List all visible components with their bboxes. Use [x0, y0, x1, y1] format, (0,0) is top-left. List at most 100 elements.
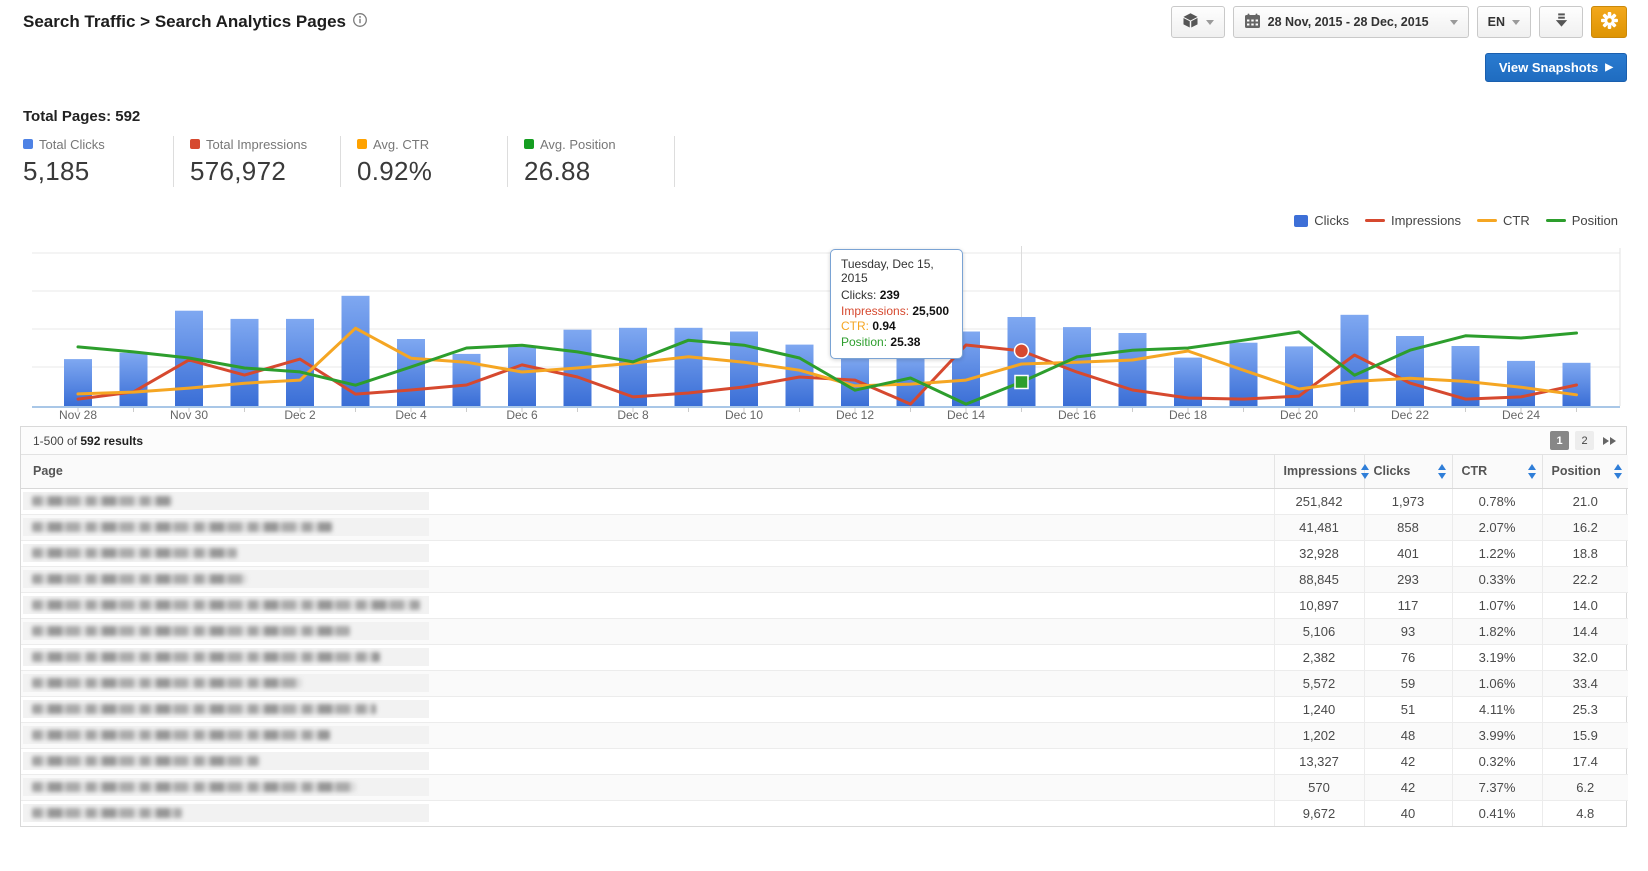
results-bar: 1-500 of 592 results 1 2	[21, 427, 1626, 455]
legend-item-position[interactable]: Position	[1545, 213, 1618, 228]
sort-arrows-icon[interactable]	[1614, 463, 1622, 479]
highlight-marker-impressions	[1013, 343, 1030, 359]
position-cell: 6.2	[1541, 774, 1628, 801]
bar-clicks[interactable]	[397, 339, 425, 406]
settings-button[interactable]	[1591, 6, 1627, 38]
column-header-page[interactable]: Page	[21, 455, 1274, 489]
ctr-cell: 3.99%	[1451, 722, 1542, 749]
view-snapshots-label: View Snapshots	[1498, 60, 1599, 75]
bar-clicks[interactable]	[1118, 333, 1147, 406]
bar-clicks[interactable]	[119, 352, 148, 406]
x-axis-label: Dec 4	[395, 408, 427, 422]
table-row: 570 42 7.37% 6.2	[21, 774, 1628, 801]
bar-clicks[interactable]	[508, 346, 536, 406]
clicks-cell: 51	[1363, 696, 1452, 723]
ctr-cell: 1.07%	[1451, 592, 1542, 619]
impressions-cell: 88,845	[1273, 566, 1364, 593]
highlight-marker-position	[1014, 374, 1029, 390]
x-axis-label: Nov 30	[170, 408, 208, 422]
column-header-impressions[interactable]: Impressions	[1273, 455, 1370, 489]
table-row: 251,842 1,973 0.78% 21.0	[21, 488, 1628, 515]
impressions-cell: 9,672	[1273, 800, 1364, 826]
page-url-redacted[interactable]	[21, 670, 1274, 697]
clicks-cell: 48	[1363, 722, 1452, 749]
impressions-cell: 251,842	[1273, 488, 1364, 515]
page-button-current[interactable]: 1	[1550, 431, 1569, 450]
chart-canvas[interactable]: Nov 28 Nov 30 Dec 2 Dec 4 Dec 6 Dec 8 Dec 10 De…	[20, 238, 1628, 429]
cube-icon	[1182, 12, 1199, 32]
page-url-redacted[interactable]	[21, 748, 1274, 775]
stat-total-clicks: Total Clicks 5,185	[23, 136, 105, 186]
page-url-redacted[interactable]	[21, 514, 1274, 541]
position-cell: 16.2	[1541, 514, 1628, 541]
x-axis-label: Dec 22	[1391, 408, 1429, 422]
product-picker-button[interactable]	[1170, 6, 1225, 38]
legend-item-clicks[interactable]: Clicks	[1294, 213, 1349, 228]
chevron-down-icon	[1205, 19, 1214, 25]
divider	[340, 136, 341, 187]
bar-clicks[interactable]	[1007, 317, 1036, 406]
series-line	[76, 326, 1578, 397]
page-url-redacted[interactable]	[21, 800, 1274, 826]
position-cell: 18.8	[1541, 540, 1628, 567]
info-icon[interactable]	[352, 12, 368, 33]
download-button[interactable]	[1539, 6, 1583, 38]
clicks-cell: 93	[1363, 618, 1452, 645]
fast-forward-icon[interactable]	[1603, 436, 1616, 445]
stat-avg-ctr: Avg. CTR 0.92%	[357, 136, 433, 186]
bar-clicks[interactable]	[1063, 327, 1091, 406]
language-label: EN	[1487, 15, 1505, 29]
column-header-position[interactable]: Position	[1541, 455, 1628, 489]
legend-item-ctr[interactable]: CTR	[1477, 213, 1530, 228]
legend-swatch	[1545, 219, 1566, 222]
page-button-2[interactable]: 2	[1575, 431, 1594, 450]
page-url-redacted[interactable]	[21, 592, 1274, 619]
traffic-chart[interactable]: Nov 28 Nov 30 Dec 2 Dec 4 Dec 6 Dec 8 Dec 10 De…	[20, 238, 1628, 424]
bar-clicks[interactable]	[230, 318, 259, 406]
language-selector[interactable]: EN	[1476, 6, 1531, 38]
table-row: 41,481 858 2.07% 16.2	[21, 514, 1628, 541]
page-url-redacted[interactable]	[21, 722, 1274, 749]
page-url-redacted[interactable]	[21, 488, 1274, 515]
clicks-cell: 42	[1363, 774, 1452, 801]
sort-arrows-icon[interactable]	[1527, 463, 1536, 479]
sort-arrows-icon[interactable]	[1437, 463, 1446, 479]
gear-icon	[1600, 11, 1619, 33]
page-url-redacted[interactable]	[21, 696, 1274, 723]
position-cell: 33.4	[1541, 670, 1628, 697]
column-header-ctr[interactable]: CTR	[1451, 455, 1542, 489]
chart-tooltip: Tuesday, Dec 15, 2015 Clicks: 239 Impres…	[830, 249, 963, 359]
bar-clicks[interactable]	[785, 344, 814, 406]
legend-swatch	[1294, 214, 1309, 227]
arrow-right-icon: ▶	[1605, 61, 1613, 73]
series-line	[76, 330, 1578, 406]
clicks-cell: 858	[1363, 514, 1452, 541]
bar-clicks[interactable]	[730, 331, 758, 407]
date-range-button[interactable]: 28 Nov, 2015 - 28 Dec, 2015	[1232, 6, 1469, 38]
view-snapshots-button[interactable]: View Snapshots ▶	[1484, 53, 1627, 82]
page-url-redacted[interactable]	[21, 644, 1274, 671]
position-cell: 17.4	[1541, 748, 1628, 775]
clicks-cell: 401	[1363, 540, 1452, 567]
traffic-chart-area: Nov 28 Nov 30 Dec 2 Dec 4 Dec 6 Dec 8 Dec 10 De…	[20, 238, 1628, 424]
ctr-cell: 1.06%	[1451, 670, 1542, 697]
ctr-cell: 0.33%	[1451, 566, 1542, 593]
page-url-redacted[interactable]	[21, 566, 1274, 593]
table-row: 2,382 76 3.19% 32.0	[21, 644, 1628, 671]
ctr-cell: 3.19%	[1451, 644, 1542, 671]
chevron-down-icon	[1449, 19, 1458, 25]
page-url-redacted[interactable]	[21, 774, 1274, 801]
page-url-redacted[interactable]	[21, 540, 1274, 567]
bar-clicks[interactable]	[1507, 360, 1535, 406]
clicks-cell: 1,973	[1363, 488, 1452, 515]
sort-arrows-icon[interactable]	[1361, 463, 1370, 479]
column-header-clicks[interactable]: Clicks	[1363, 455, 1452, 489]
legend-item-impressions[interactable]: Impressions	[1364, 213, 1461, 228]
page-url-redacted[interactable]	[21, 618, 1274, 645]
ctr-cell: 0.41%	[1451, 800, 1542, 826]
ctr-cell: 7.37%	[1451, 774, 1542, 801]
total-pages-label: Total Pages: 592	[23, 108, 141, 125]
table-row: 5,106 93 1.82% 14.4	[21, 618, 1628, 645]
impressions-cell: 1,240	[1273, 696, 1364, 723]
chart-legend: Clicks Impressions CTR Position	[1294, 213, 1618, 228]
